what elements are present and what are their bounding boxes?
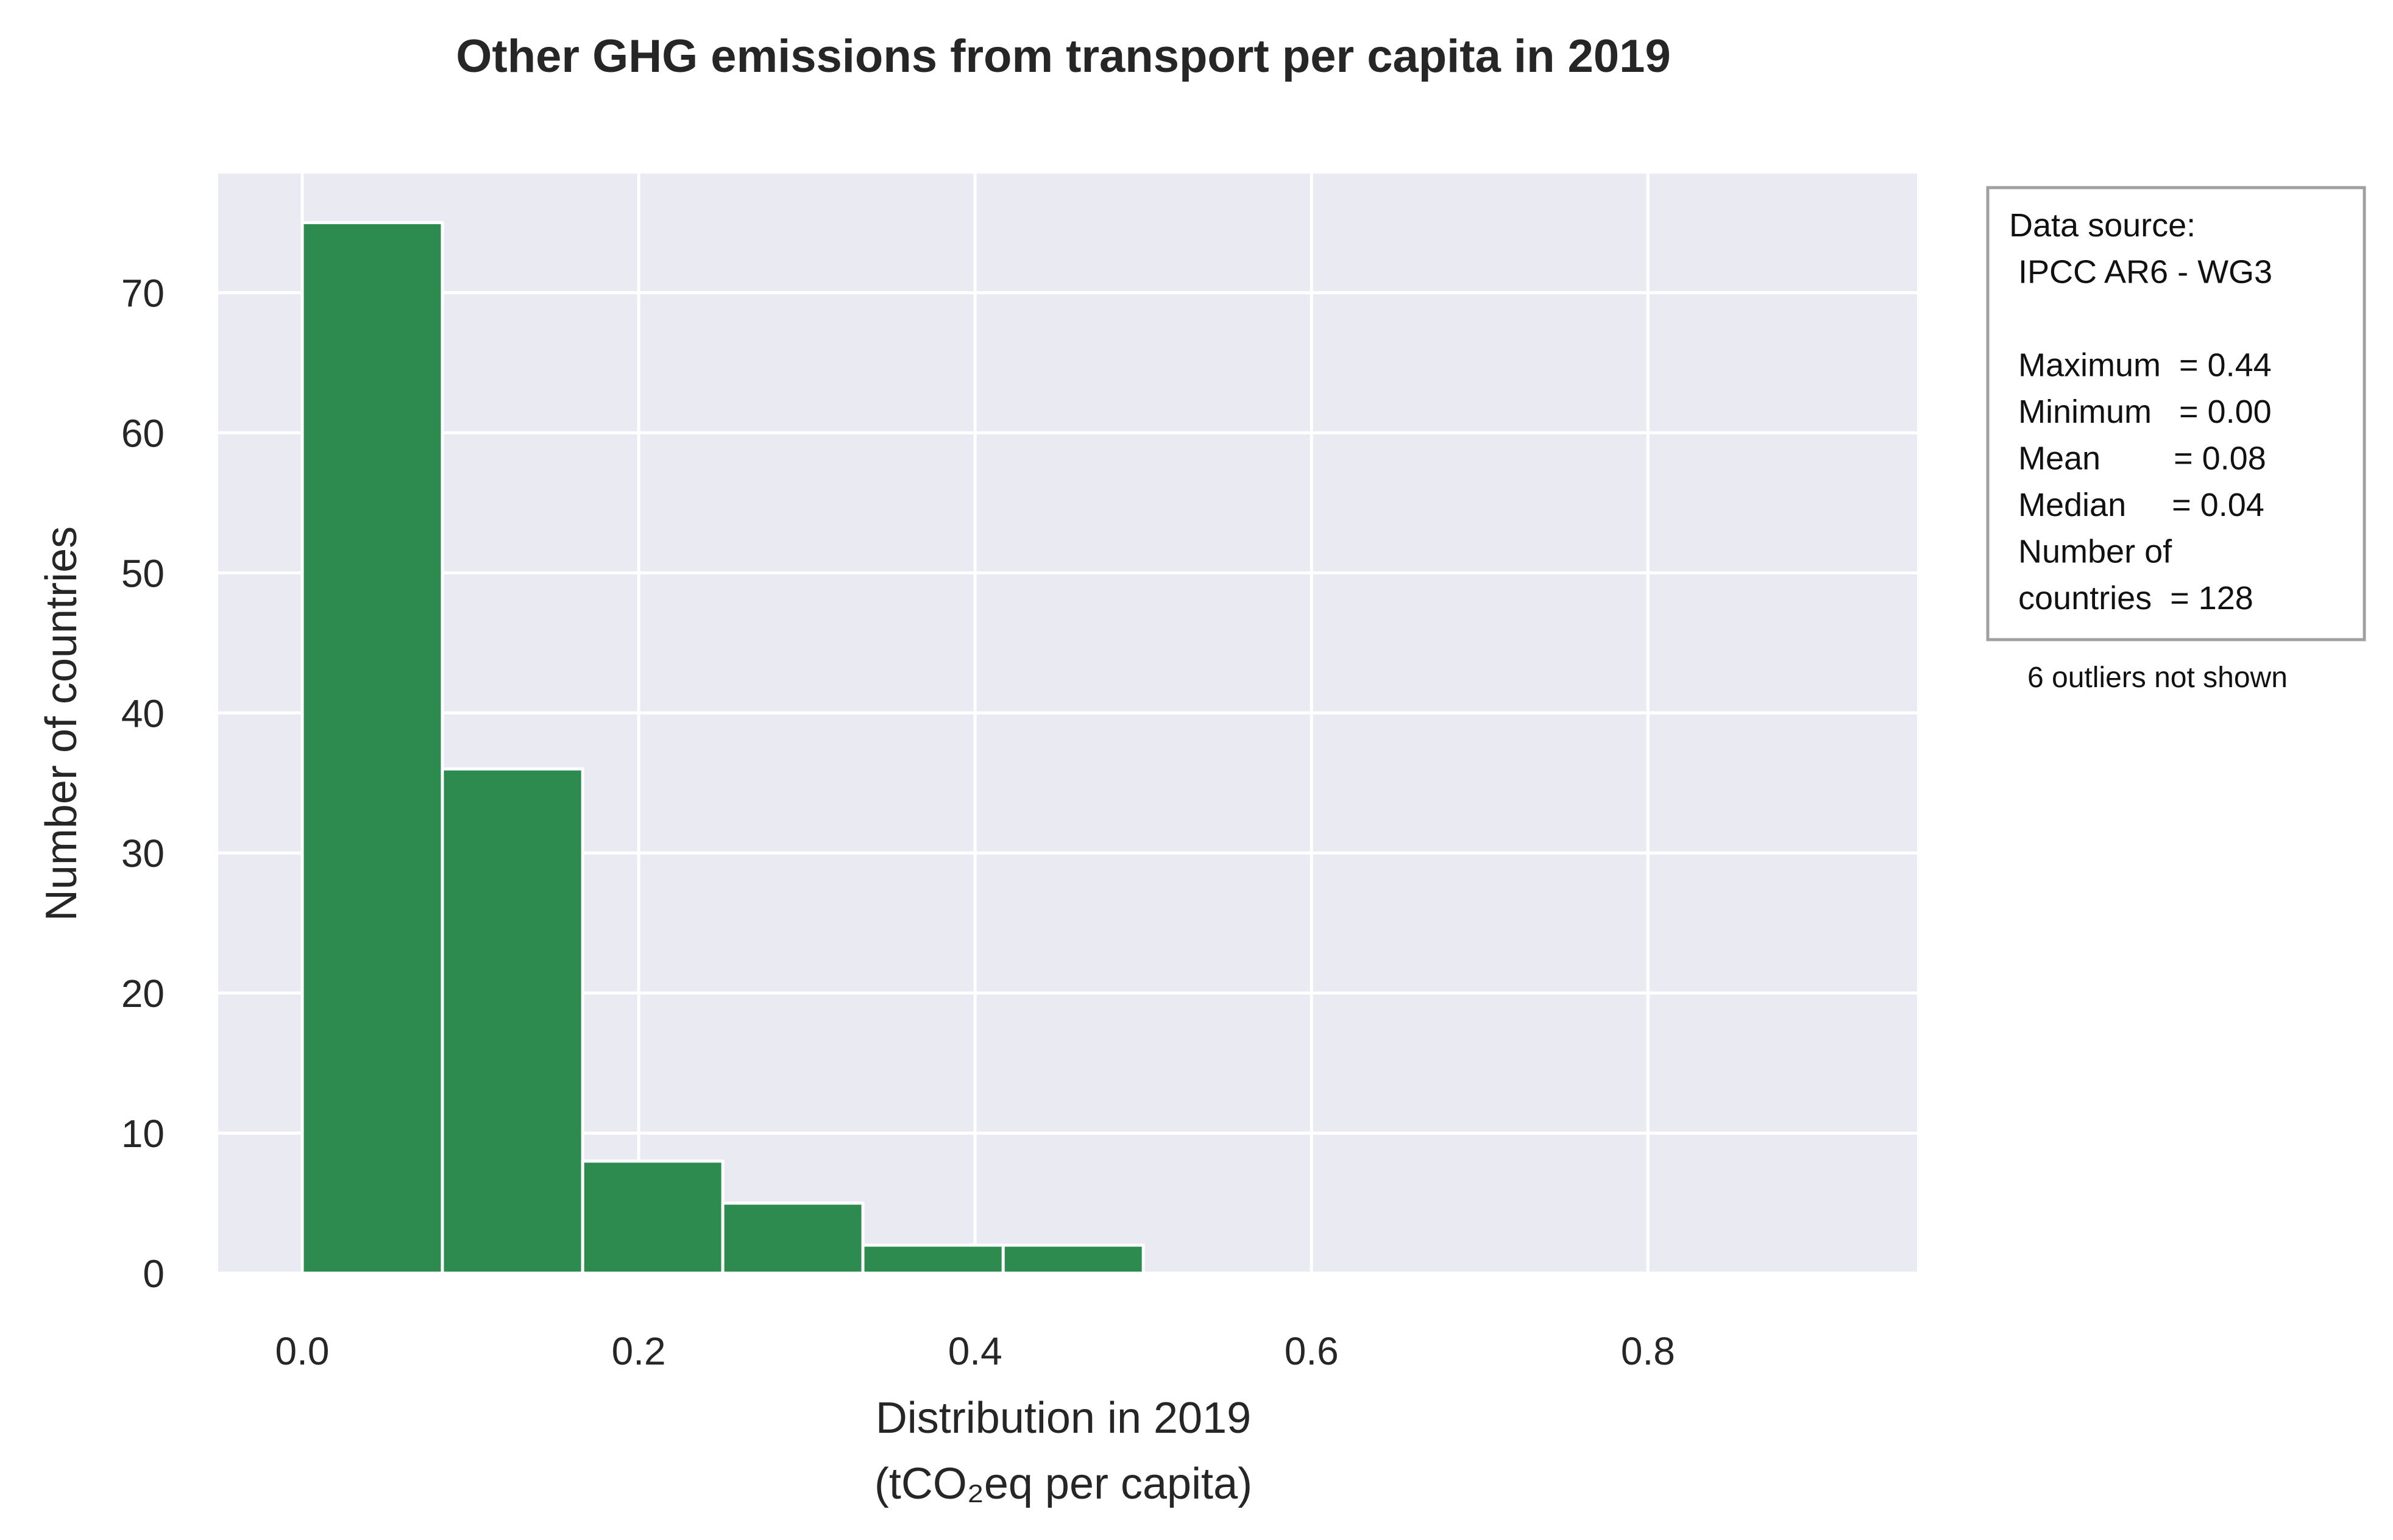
info-box-line: Maximum = 0.44 (2009, 347, 2272, 384)
x-axis-label: Distribution in 2019 (876, 1394, 1251, 1443)
y-tick-label: 20 (121, 972, 165, 1015)
y-tick-label: 60 (121, 411, 165, 455)
y-tick-label: 10 (121, 1112, 165, 1156)
x-tick-label: 0.4 (948, 1329, 1002, 1373)
x-tick-labels: 0.0 0.2 0.4 0.6 0.8 (275, 1329, 1675, 1373)
info-box-line: Data source: (2009, 207, 2196, 244)
y-tick-label: 0 (143, 1252, 165, 1296)
y-tick-label: 30 (121, 832, 165, 875)
y-axis-label: Number of countries (37, 526, 86, 921)
x-axis-label-units: (tCO₂eq per capita) (874, 1460, 1252, 1508)
info-box-line: Median = 0.04 (2009, 487, 2264, 523)
info-box-line: countries = 128 (2009, 580, 2253, 616)
histogram-bar (861, 1243, 1005, 1275)
chart-title: Other GHG emissions from transport per c… (456, 30, 1670, 82)
histogram-bars (300, 221, 1145, 1275)
info-box-line: Minimum = 0.00 (2009, 394, 2272, 430)
x-tick-label: 0.6 (1285, 1329, 1339, 1373)
y-tick-label: 40 (121, 691, 165, 735)
info-box-line: Mean = 0.08 (2009, 440, 2266, 477)
histogram-bar (300, 221, 444, 1275)
histogram-bar (1001, 1243, 1145, 1275)
outliers-note: 6 outliers not shown (2027, 662, 2288, 694)
info-box (1986, 186, 2366, 641)
x-tick-label: 0.2 (612, 1329, 666, 1373)
info-box-line: Number of (2009, 534, 2172, 570)
y-tick-label: 50 (121, 551, 165, 595)
histogram-bar (581, 1159, 725, 1275)
info-box-text: Data source: IPCC AR6 - WG3 Maximum = 0.… (2009, 207, 2272, 616)
histogram-bar (721, 1201, 865, 1275)
x-tick-label: 0.8 (1621, 1329, 1675, 1373)
y-tick-label: 70 (121, 271, 165, 315)
x-tick-label: 0.0 (275, 1329, 330, 1373)
histogram-bar (441, 767, 584, 1275)
y-tick-labels: 0 10 20 30 40 50 60 70 (121, 271, 165, 1296)
info-box-line: IPCC AR6 - WG3 (2009, 254, 2272, 291)
